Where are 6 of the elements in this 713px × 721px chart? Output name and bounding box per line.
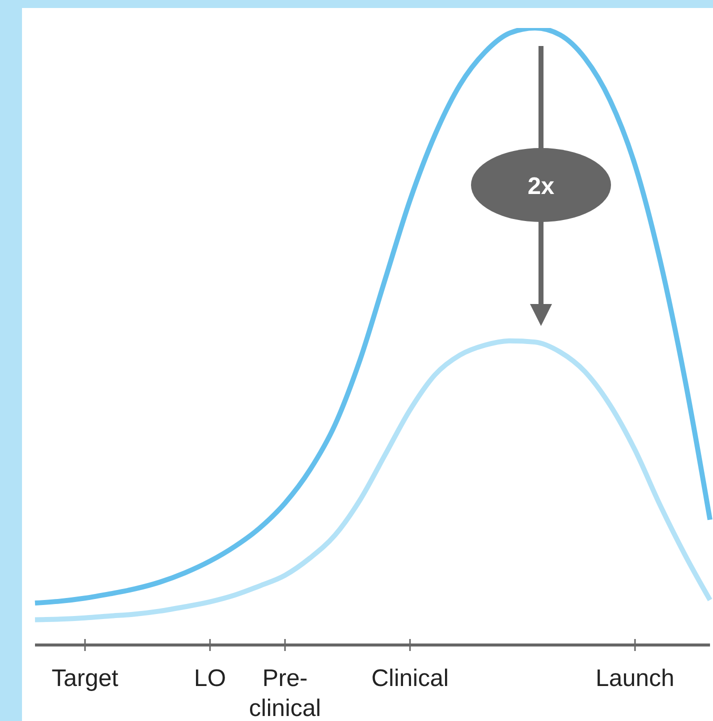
annotation: 2x — [528, 173, 555, 200]
x-tick-label: Launch — [596, 665, 674, 692]
x-tick-label: Target — [52, 665, 119, 692]
x-tick-label: Pre-clinical — [248, 665, 322, 721]
x-tick-label: Clinical — [371, 665, 449, 692]
x-tick-label: LO — [194, 665, 226, 692]
